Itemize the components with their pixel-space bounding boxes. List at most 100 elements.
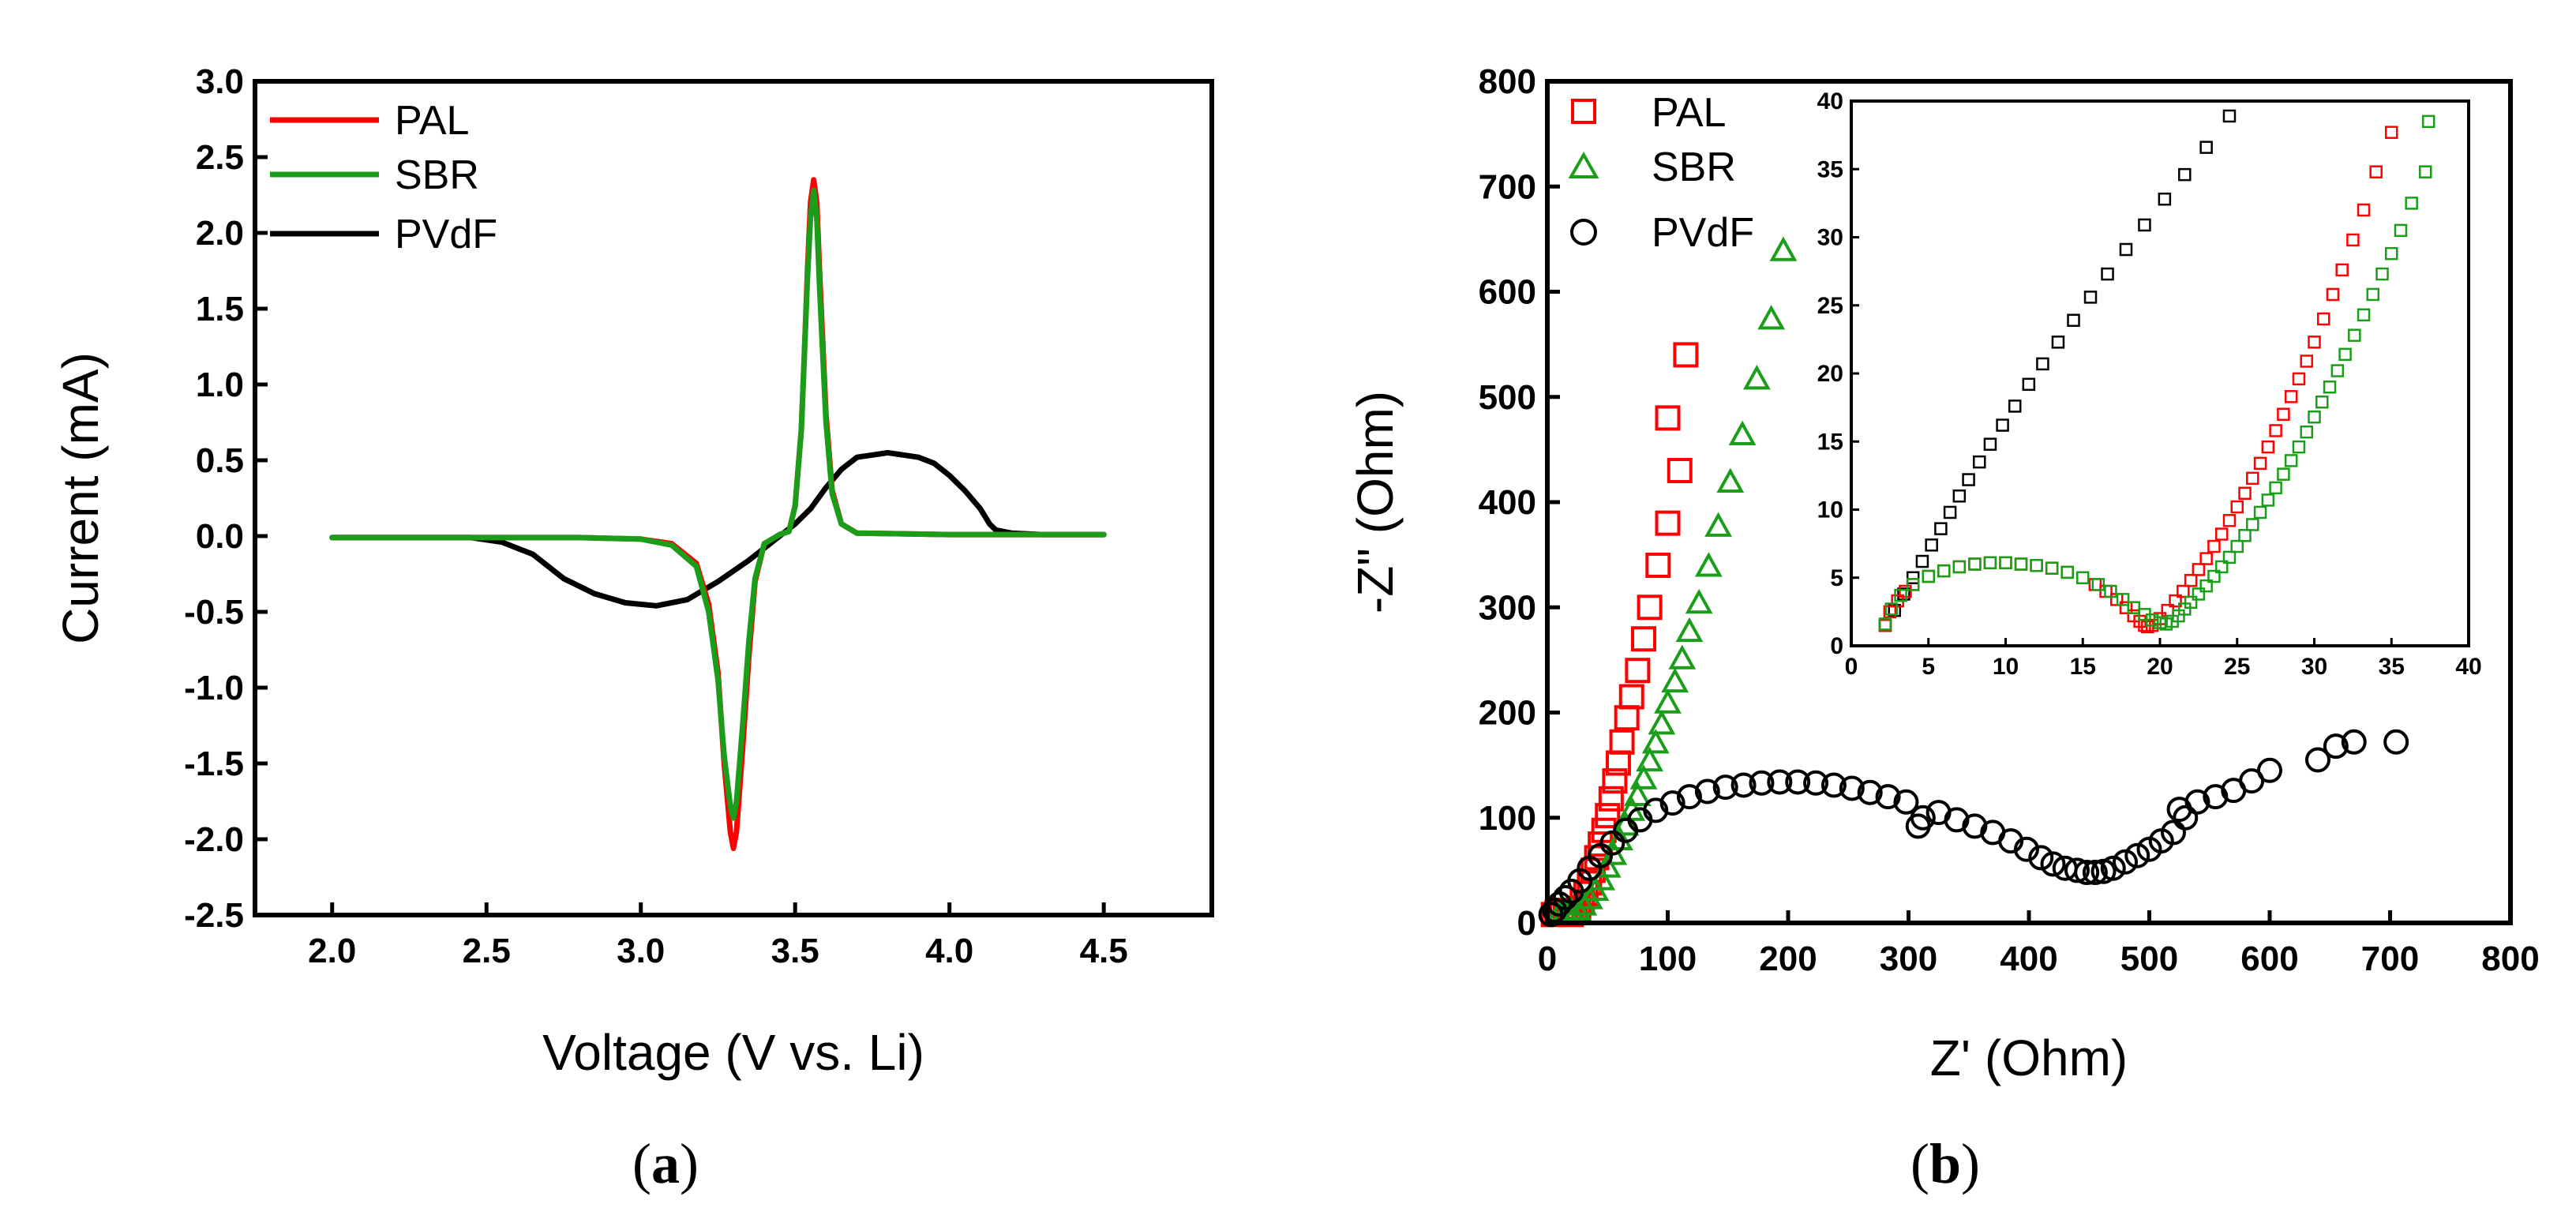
inset-point-sbr-2-2 [1894, 588, 1907, 602]
inset-x-tick-label-5: 25 [2224, 654, 2250, 680]
chart-a-series [329, 177, 1107, 851]
y-tick-label-b-2: 200 [1479, 694, 1536, 733]
x-tick-label-a-1: 2.5 [463, 932, 511, 970]
inset-point-sbr-2-53 [2405, 197, 2418, 210]
inset-point-pvdf-0-18 [2083, 291, 2098, 304]
y-tick-label-a-11: 3.0 [196, 62, 244, 101]
inset-y-tick-label-7: 35 [1817, 156, 1843, 182]
x-tick-label-b-3: 300 [1880, 940, 1937, 978]
point-b-sbr-2-24 [1704, 512, 1732, 537]
inset-point-sbr-2-8 [1983, 556, 1997, 570]
inset-point-sbr-2-41 [2300, 425, 2313, 439]
inset-y-tick-label-3: 15 [1817, 429, 1843, 455]
inset-point-pal-1-43 [2292, 372, 2306, 386]
inset-point-sbr-2-48 [2357, 308, 2371, 322]
point-b-sbr-2-23 [1694, 552, 1723, 577]
point-b-pvdf-3-38 [2074, 860, 2100, 886]
y-tick-label-b-7: 700 [1479, 167, 1536, 206]
inset-series [1878, 109, 2435, 634]
inset-point-pal-1-45 [2308, 336, 2321, 349]
point-b-pvdf-3-3 [1552, 885, 1578, 911]
point-b-pvdf-3-42 [2113, 849, 2138, 875]
point-b-sbr-2-17 [1648, 710, 1676, 735]
inset-point-sbr-2-9 [1999, 556, 2012, 570]
point-b-pvdf-3-30 [1962, 813, 1988, 839]
point-b-pvdf-3-15 [1712, 775, 1738, 801]
inset-point-sbr-2-3 [1906, 578, 1920, 591]
inset-y-tick-label-2: 10 [1817, 497, 1843, 523]
inset-point-sbr-2-16 [2104, 584, 2117, 598]
point-b-sbr-2-13 [1623, 781, 1652, 807]
inset-point-pal-1-44 [2300, 354, 2313, 368]
legend-a-sbr-label: SBR [395, 152, 479, 198]
inset-point-sbr-2-51 [2385, 246, 2398, 261]
inset-point-pvdf-0-15 [2036, 357, 2049, 371]
inset-point-sbr-2-46 [2338, 347, 2352, 362]
inset-ticks: 0 5 10 15 20 25 30 35 40 0 5 10 15 20 25 30 35 40 [1817, 88, 2482, 680]
point-b-sbr-2-20 [1668, 644, 1697, 670]
inset-point-sbr-2-50 [2375, 267, 2389, 281]
inset-x-tick-label-4: 20 [2147, 654, 2173, 680]
inset-point-sbr-2-42 [2308, 410, 2321, 424]
point-b-sbr-2-29 [1769, 236, 1798, 261]
point-b-pvdf-3-19 [1785, 769, 1811, 795]
inset-point-pvdf-0-3 [1906, 571, 1920, 584]
y-tick-label-a-0: -2.5 [184, 896, 244, 935]
inset-point-pal-1-29 [2184, 573, 2198, 587]
inset-point-sbr-2-28 [2199, 579, 2213, 593]
y-tick-label-b-5: 500 [1479, 378, 1536, 417]
inset-point-pal-1-33 [2214, 527, 2229, 541]
y-tick-label-b-3: 300 [1479, 588, 1536, 627]
inset-point-pvdf-0-12 [1996, 418, 2009, 432]
inset-point-sbr-2-33 [2238, 529, 2252, 542]
inset-point-pvdf-0-19 [2101, 267, 2114, 281]
inset-point-sbr-2-13 [2060, 565, 2074, 579]
point-b-pvdf-3-12 [1659, 790, 1685, 816]
point-b-pal-1-1 [1673, 342, 1699, 368]
point-b-pvdf-3-35 [2040, 851, 2066, 877]
inset-point-sbr-2-20 [2145, 613, 2159, 627]
inset-point-pvdf-0-16 [2051, 336, 2065, 349]
y-tick-label-a-2: -1.5 [184, 745, 244, 783]
inset-point-pal-1-37 [2246, 471, 2259, 486]
point-b-pal-0-26 [1655, 510, 1681, 536]
point-b-sbr-2-14 [1629, 764, 1658, 790]
y-tick-label-a-9: 2.0 [196, 214, 244, 253]
point-b-pal-0-19 [1609, 729, 1635, 755]
point-b-pvdf-3-25 [1893, 789, 1919, 815]
inset-point-pal-1-51 [2369, 165, 2383, 178]
point-b-pvdf-3-48 [2173, 805, 2199, 831]
inset-point-sbr-2-47 [2348, 328, 2361, 342]
y-tick-label-a-6: 0.5 [196, 441, 244, 480]
y-tick-label-b-0: 0 [1517, 904, 1536, 943]
point-b-pal-0-21 [1618, 684, 1644, 710]
inset-point-pal-1-38 [2253, 456, 2267, 471]
inset-y-tick-label-6: 30 [1817, 225, 1843, 251]
point-b-pvdf-3-23 [1857, 779, 1883, 805]
chart-b-legend: PAL SBR PVdF [1568, 90, 1754, 256]
point-b-sbr-2-21 [1675, 617, 1704, 643]
inset-x-tick-label-3: 15 [2070, 654, 2096, 680]
y-tick-label-a-7: 1.0 [196, 366, 244, 404]
inset-point-sbr-2-12 [2045, 561, 2059, 575]
y-tick-label-b-1: 100 [1479, 799, 1536, 838]
inset-point-sbr-2-31 [2222, 550, 2237, 564]
inset-point-sbr-2-26 [2184, 595, 2198, 610]
chart-b: 0 100 200 300 400 500 600 700 800010020030040050… [1347, 62, 2540, 1195]
inset-point-pal-1-49 [2346, 233, 2360, 247]
chart-a-frame [253, 79, 1214, 917]
point-b-pvdf-3-50 [2203, 784, 2229, 810]
inset-point-pvdf-0-24 [2199, 141, 2213, 154]
point-b-pvdf-3-24 [1875, 784, 1901, 810]
x-tick-label-b-0: 0 [1538, 940, 1557, 978]
chart-b-ylabel: -Z" (Ohm) [1347, 391, 1404, 613]
inset-point-sbr-2-40 [2292, 440, 2306, 454]
legend-b-sbr-label: SBR [1652, 144, 1736, 190]
point-b-sbr-2-28 [1757, 305, 1786, 330]
chart-b-inset: 0 5 10 15 20 25 30 35 40 0 5 10 15 20 25 30 35 40 [1817, 88, 2482, 680]
point-b-pvdf-3-53 [2257, 757, 2282, 783]
inset-point-sbr-2-30 [2214, 560, 2229, 574]
y-tick-label-a-8: 1.5 [196, 290, 244, 328]
inset-point-pvdf-0-8 [1952, 489, 1967, 503]
point-b-pvdf-3-22 [1839, 775, 1865, 801]
